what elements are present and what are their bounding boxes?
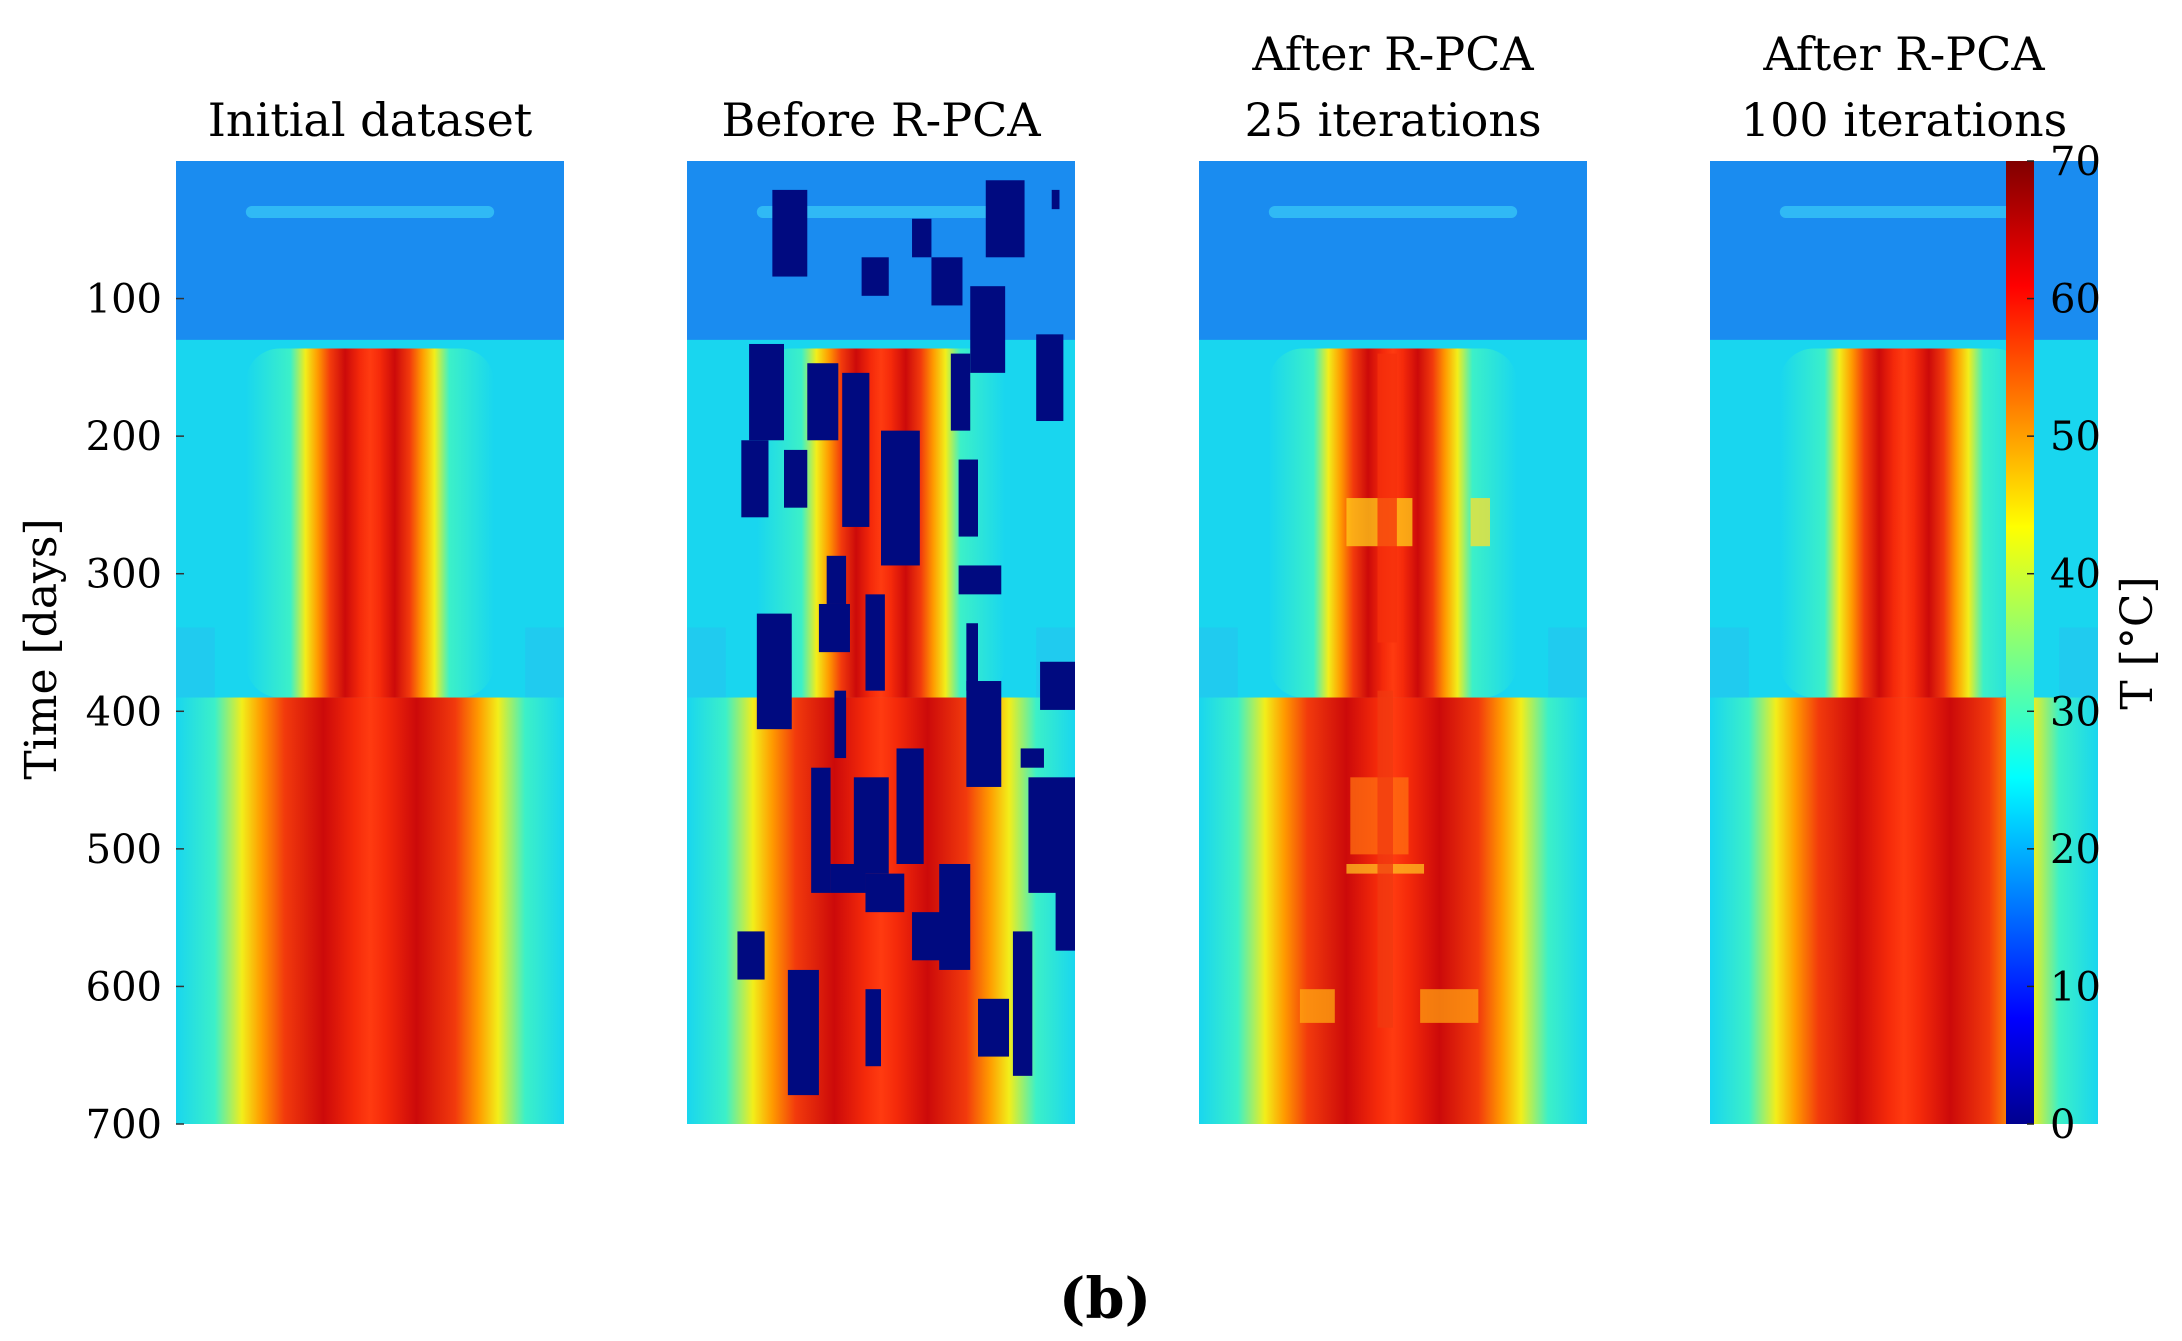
phase-boundary-right [2059, 627, 2098, 708]
lower-hot-core [1710, 697, 2098, 1124]
heatmap-panel-4: After R-PCA 100 iterations [1710, 27, 2098, 1124]
y-axis: Time [days] 100 200 300 400 500 600 700 [16, 277, 184, 1148]
missing-data-block [896, 748, 924, 864]
upper-hot-core [1779, 348, 2029, 698]
y-tick-label: 400 [86, 689, 162, 735]
missing-data-block [865, 989, 881, 1067]
missing-data-block [865, 594, 885, 691]
missing-data-block [826, 555, 847, 604]
missing-data-block [985, 180, 1025, 258]
missing-data-block [912, 218, 932, 258]
missing-data-block [807, 363, 839, 441]
missing-data-block [881, 430, 920, 566]
panel-title-line: 25 iterations [1244, 93, 1541, 147]
reconstruction-artifact [1299, 989, 1335, 1023]
missing-data-block [741, 440, 769, 518]
colorbar-tick-label: 30 [2050, 689, 2101, 735]
heatmap-panel-1: Initial dataset [176, 93, 564, 1124]
missing-data-block [861, 257, 889, 296]
missing-data-block [958, 459, 978, 537]
reconstruction-artifact [1377, 353, 1397, 643]
upper-hot-core [245, 348, 495, 698]
missing-data-block [1020, 748, 1044, 768]
cold-start-band [1199, 161, 1587, 340]
missing-data-block [749, 343, 784, 441]
missing-data-block [1012, 931, 1033, 1076]
y-tick-label: 100 [86, 277, 162, 323]
panel-title-line: Initial dataset [208, 93, 533, 147]
colorbar-tick-label: 40 [2050, 552, 2101, 598]
missing-data-block [950, 353, 971, 431]
missing-data-block [842, 372, 870, 527]
y-tick-label: 500 [86, 827, 162, 873]
missing-data-block [811, 767, 831, 893]
colorbar-tick-label: 20 [2050, 827, 2101, 873]
y-tick-label: 700 [86, 1102, 162, 1148]
cold-start-band [176, 161, 564, 340]
colorbar-tick-label: 50 [2050, 414, 2101, 460]
cold-band-streak [756, 206, 1006, 218]
cold-start-band [1710, 161, 2098, 340]
missing-data-block [853, 777, 889, 874]
missing-data-block [865, 873, 905, 913]
colorbar-tick-label: 10 [2050, 964, 2101, 1010]
cold-band-streak [1779, 206, 2029, 218]
missing-data-block [1036, 334, 1064, 422]
cold-band-streak [245, 206, 495, 218]
missing-data-block [958, 565, 1002, 595]
colorbar: 0 10 20 30 40 50 60 70 T [°C] [2006, 139, 2163, 1148]
missing-data-block [1040, 661, 1075, 710]
phase-boundary-left [1710, 627, 1749, 708]
phase-boundary-left [176, 627, 215, 708]
heatmap-panels: Initial dataset Before R-PCA After R-PCA 25… [176, 27, 2098, 1124]
phase-boundary-right [1548, 627, 1587, 708]
missing-data-block [966, 681, 1002, 787]
phase-boundary-right [525, 627, 564, 708]
colorbar-scale [2006, 161, 2034, 1124]
missing-data-block [830, 863, 866, 893]
y-tick-label: 200 [86, 414, 162, 460]
cold-band-streak [1268, 206, 1518, 218]
missing-data-block [756, 613, 792, 730]
reconstruction-artifact [1420, 989, 1479, 1023]
reconstruction-artifact [1377, 690, 1393, 1028]
missing-data-block [1051, 189, 1060, 210]
phase-boundary-left [1199, 627, 1238, 708]
colorbar-tick-label: 0 [2050, 1102, 2075, 1148]
heatmap-panel-3: After R-PCA 25 iterations [1199, 27, 1587, 1124]
missing-data-block [1055, 854, 1075, 951]
panel-title-line: 100 iterations [1741, 93, 2067, 147]
missing-data-block [834, 690, 847, 759]
lower-hot-core [176, 697, 564, 1124]
colorbar-tick-label: 70 [2050, 139, 2101, 185]
missing-data-block [978, 998, 1010, 1057]
missing-data-block [912, 912, 947, 961]
missing-data-block [818, 603, 850, 653]
reconstruction-artifact [1470, 498, 1490, 547]
missing-data-block [787, 969, 819, 1096]
panel-title-line: After R-PCA [1762, 27, 2045, 81]
missing-data-block [737, 931, 765, 980]
missing-data-block [784, 449, 808, 508]
heatmap-panel-2: Before R-PCA [687, 93, 1075, 1124]
y-axis-label: Time [days] [16, 518, 67, 779]
panel-title-line: Before R-PCA [721, 93, 1041, 147]
missing-data-block [966, 623, 978, 691]
missing-data-block [970, 286, 1006, 373]
missing-data-block [931, 257, 963, 306]
colorbar-tick-label: 60 [2050, 277, 2101, 323]
y-tick-label: 600 [86, 964, 162, 1010]
panel-title-line: After R-PCA [1251, 27, 1534, 81]
missing-data-block [772, 189, 808, 277]
phase-boundary-left [687, 627, 726, 708]
figure-label: (b) [1059, 1266, 1151, 1332]
colorbar-label: T [°C] [2112, 576, 2163, 709]
y-tick-label: 300 [86, 552, 162, 598]
